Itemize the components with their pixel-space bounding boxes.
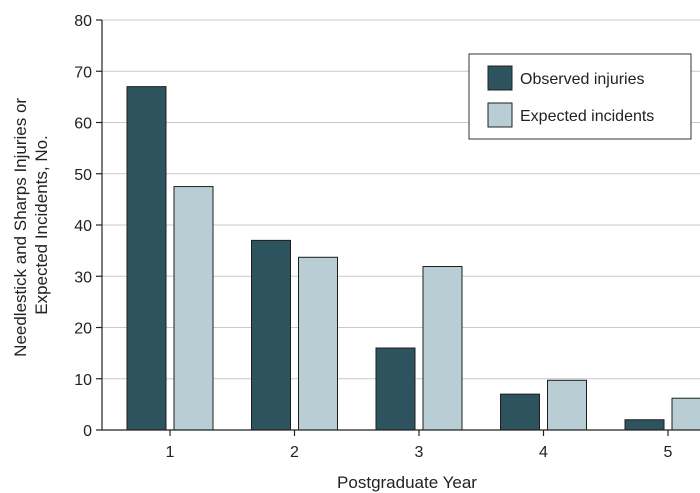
bar-observed-year-4 [500,393,540,431]
x-tick-label: 4 [539,444,548,461]
x-axis-ticks: 1 2 3 4 5 [166,430,673,461]
bars [126,86,700,431]
y-tick-label: 70 [74,64,92,81]
x-tick-label: 3 [415,444,424,461]
legend-swatch-expected [487,102,513,128]
legend-swatch-observed [487,65,513,91]
y-tick-label: 60 [74,116,92,133]
y-axis-ticks: 0 10 20 30 40 50 60 70 80 [74,13,102,440]
y-tick-label: 20 [74,321,92,338]
y-tick-label: 30 [74,269,92,286]
y-tick-label: 10 [74,372,92,389]
bar-observed-year-1 [126,86,167,431]
y-tick-label: 50 [74,167,92,184]
y-tick-label: 80 [74,13,92,30]
bar-expected-year-4 [547,379,587,431]
legend: Observed injuries Expected incidents [468,53,692,140]
bar-expected-year-2 [298,256,338,431]
y-tick-label: 0 [83,423,92,440]
x-tick-label: 2 [290,444,299,461]
x-tick-label: 5 [664,444,673,461]
bar-expected-year-5 [671,397,700,431]
bar-expected-year-3 [422,266,463,431]
y-axis-title-line-1: Needlestick and Sharps Injuries or [11,98,30,357]
bar-observed-year-2 [251,239,291,431]
y-tick-label: 40 [74,218,92,235]
bar-observed-year-3 [375,347,416,431]
bar-expected-year-1 [173,186,214,431]
y-axis-title: Needlestick and Sharps Injuries or Expec… [11,93,51,357]
x-axis-title: Postgraduate Year [337,473,477,492]
legend-label-expected: Expected incidents [520,108,654,125]
y-axis-title-line-2: Expected Incidents, No. [32,135,51,315]
legend-label-observed: Observed injuries [520,71,645,88]
x-tick-label: 1 [166,444,175,461]
bar-observed-year-5 [624,419,665,431]
